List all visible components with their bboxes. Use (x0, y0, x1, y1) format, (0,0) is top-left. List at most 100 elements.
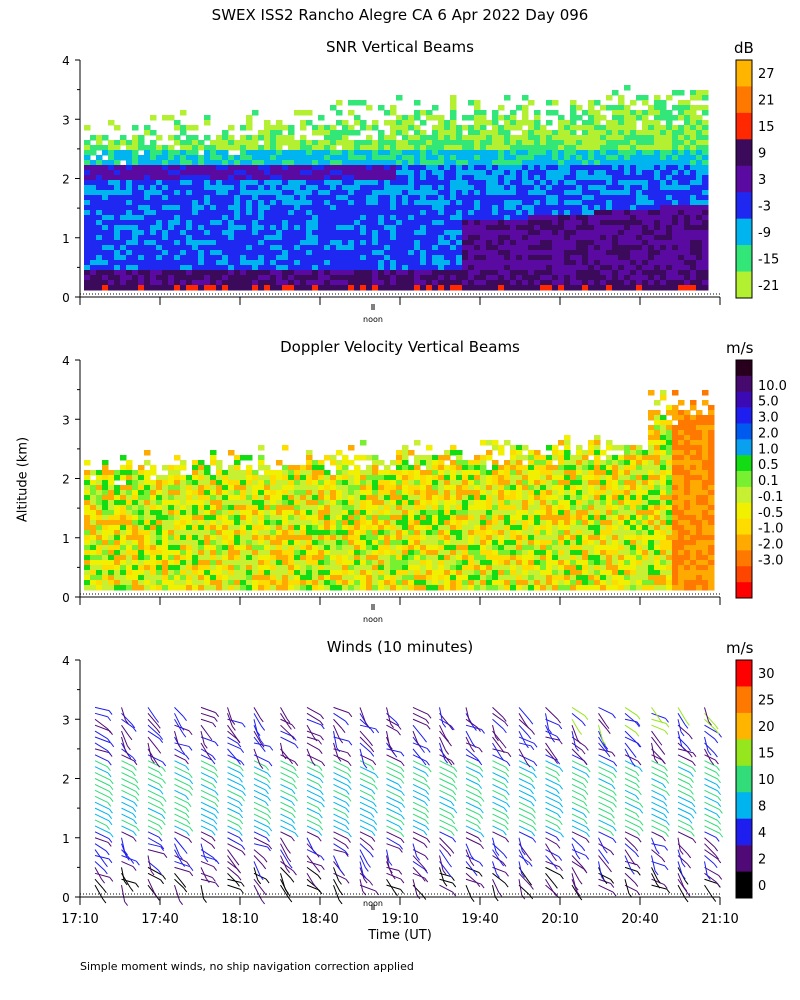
doppler-heatmap (84, 390, 715, 591)
y-tick-label: 2 (62, 773, 70, 787)
colorbar-swatch (736, 112, 752, 140)
colorbar-label: -2.0 (758, 538, 783, 553)
winds-unit: m/s (726, 639, 754, 657)
snr-heatmap (84, 85, 709, 291)
panel-0-axes: 0 1 2 3 4 noon (62, 54, 721, 324)
colorbar-label: -0.1 (758, 490, 783, 505)
colorbar-swatch (736, 139, 752, 167)
y-tick-label: 4 (62, 54, 70, 68)
colorbar-swatch (736, 712, 752, 740)
doppler-panel-title: Doppler Velocity Vertical Beams (280, 338, 520, 356)
y-axis-label: Altitude (km) (15, 436, 31, 523)
y-tick-label: 2 (62, 473, 70, 487)
colorbar-label: 21 (758, 94, 775, 109)
colorbar-swatch (736, 818, 752, 846)
colorbar-label: 0 (758, 879, 766, 894)
colorbar-label: 0.5 (758, 458, 779, 473)
colorbar-frame (735, 359, 753, 599)
colorbar-label: 25 (758, 694, 775, 709)
colorbar-swatch (736, 360, 752, 377)
y-tick-label: 1 (62, 232, 70, 246)
colorbar-swatch (736, 471, 752, 488)
colorbar-swatch (736, 391, 752, 408)
colorbar-label: 0.1 (758, 474, 779, 489)
colorbar-label: 30 (758, 667, 775, 682)
colorbar-1: 10.05.03.02.01.00.50.1-0.1-0.5-1.0-2.0-3… (735, 359, 787, 599)
noon-label: noon (363, 615, 383, 624)
colorbar-label: -3.0 (758, 553, 783, 568)
y-tick-label: 3 (62, 713, 70, 727)
colorbar-swatch (736, 502, 752, 519)
y-tick-label: 0 (62, 591, 70, 605)
panel-1-axes: 0 1 2 3 4 noon (62, 354, 721, 624)
x-tick-label: 21:10 (701, 912, 738, 927)
colorbar-swatch (736, 218, 752, 246)
colorbar-0: 27 21 15 9 3 -3 -9 -15 -21 (735, 59, 779, 299)
x-tick-label: 19:10 (381, 912, 418, 927)
colorbar-label: 27 (758, 67, 775, 82)
panel-2-axes: 0 1 2 3 4 17:10 17:40 18:10 18:40 19:10 19:40 20:10… (61, 654, 738, 927)
x-tick-label: 17:10 (61, 912, 98, 927)
colorbar-label: 15 (758, 120, 775, 135)
colorbar-label: 8 (758, 799, 766, 814)
colorbar-swatch (736, 245, 752, 272)
colorbar-swatch (736, 792, 752, 819)
wind-barbs (94, 706, 724, 906)
colorbar-label: 15 (758, 747, 775, 762)
colorbar-label: -1.0 (758, 522, 783, 537)
colorbar-swatch (736, 271, 752, 299)
main-title: SWEX ISS2 Rancho Alegre CA 6 Apr 2022 Da… (211, 6, 589, 24)
y-tick-label: 3 (62, 113, 70, 127)
colorbar-swatch (736, 550, 752, 567)
colorbar-label: -21 (758, 279, 779, 294)
colorbar-label: 10 (758, 773, 775, 788)
colorbar-swatch (736, 455, 752, 472)
colorbar-swatch (736, 486, 752, 504)
colorbar-label: 9 (758, 147, 766, 162)
snr-panel-title: SNR Vertical Beams (326, 38, 474, 56)
colorbar-swatch (736, 566, 752, 583)
colorbar-label: -0.5 (758, 506, 783, 521)
colorbar-label: 1.0 (758, 442, 779, 457)
x-axis-label: Time (UT) (368, 928, 432, 943)
winds-panel-title: Winds (10 minutes) (326, 638, 474, 656)
colorbar-swatch (736, 192, 752, 219)
y-tick-label: 0 (62, 291, 70, 305)
noon-label: noon (363, 315, 383, 324)
x-tick-label: 18:10 (221, 912, 258, 927)
colorbar-swatch (736, 660, 752, 687)
colorbar-swatch (736, 86, 752, 114)
colorbar-label: 4 (758, 826, 766, 841)
colorbar-label: 3 (758, 173, 766, 188)
snr-unit: dB (734, 39, 754, 57)
x-tick-label: 18:40 (301, 912, 338, 927)
colorbar-label: -15 (758, 252, 779, 267)
colorbar-label: 10.0 (758, 379, 787, 394)
colorbar-label: 20 (758, 720, 775, 735)
y-tick-label: 4 (62, 354, 70, 368)
x-tick-label: 19:40 (461, 912, 498, 927)
y-tick-label: 1 (62, 832, 70, 846)
colorbar-swatch (736, 407, 752, 424)
y-tick-label: 4 (62, 654, 70, 668)
colorbar-label: 5.0 (758, 395, 779, 410)
colorbar-label: -9 (758, 226, 771, 241)
footnote: Simple moment winds, no ship navigation … (80, 960, 414, 973)
colorbar-swatch (736, 518, 752, 535)
colorbar-label: -3 (758, 199, 771, 214)
x-tick-label: 20:40 (621, 912, 658, 927)
x-tick-label: 20:10 (541, 912, 578, 927)
colorbar-label: 2.0 (758, 426, 779, 441)
y-tick-label: 0 (62, 891, 70, 905)
colorbar-swatch (736, 582, 752, 599)
colorbar-swatch (736, 765, 752, 793)
colorbar-swatch (736, 871, 752, 899)
y-tick-label: 1 (62, 532, 70, 546)
y-tick-label: 3 (62, 413, 70, 427)
colorbar-swatch (736, 60, 752, 87)
colorbar-swatch (736, 165, 752, 193)
noon-label: noon (363, 899, 383, 908)
colorbar-swatch (736, 845, 752, 872)
